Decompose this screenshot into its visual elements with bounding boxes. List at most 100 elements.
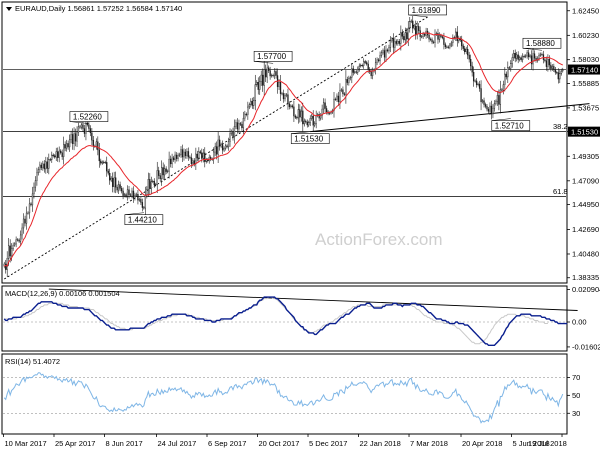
candle-down — [364, 61, 366, 63]
candle-up — [247, 106, 249, 115]
price-annotations: 1.52260 1.44210 1.57700 1.51530 1.61890 1.527… — [69, 4, 562, 225]
candle-up — [168, 158, 170, 172]
candle-down — [175, 154, 178, 159]
candle-down — [299, 109, 301, 118]
candle-down — [440, 35, 442, 37]
candle-down — [193, 160, 196, 164]
candle-down — [100, 160, 102, 164]
candle-down — [468, 54, 470, 60]
candle-down — [46, 161, 48, 169]
candle-down — [456, 31, 458, 42]
price-tick-label: 1.44950 — [572, 200, 599, 209]
candle-down — [169, 158, 172, 165]
candle-up — [328, 112, 331, 114]
candle-down — [342, 89, 344, 94]
candle-down — [282, 93, 285, 100]
candle-down — [486, 106, 488, 110]
candle-up — [164, 168, 166, 176]
price-tick-label: 1.58030 — [572, 55, 599, 64]
candle-up — [45, 161, 47, 170]
candle-down — [109, 173, 111, 181]
candle-down — [74, 133, 77, 142]
candle-down — [501, 89, 503, 91]
candle-down — [9, 245, 11, 257]
candle-up — [8, 245, 10, 259]
candle-down — [443, 37, 445, 45]
candle-up — [340, 89, 343, 91]
candle-up — [376, 59, 378, 63]
candle-down — [366, 62, 368, 65]
candle-up — [322, 102, 325, 110]
candle-down — [5, 263, 7, 270]
candle-down — [18, 239, 20, 242]
candle-down — [129, 194, 132, 196]
macd-tick-label: 0.00 — [572, 318, 587, 327]
candle-down — [97, 141, 99, 151]
candle-down — [54, 155, 56, 158]
annotation-box — [69, 111, 109, 122]
candle-down — [545, 60, 548, 67]
candle-up — [297, 109, 299, 119]
candle-up — [37, 169, 40, 174]
candle-up — [348, 78, 350, 83]
candle-up — [220, 144, 222, 147]
annotation-label: 1.51530 — [294, 134, 323, 143]
candle-up — [311, 115, 313, 119]
candle-up — [156, 170, 158, 185]
candle-up — [281, 93, 283, 95]
candle-up — [315, 115, 317, 124]
candle-up — [63, 144, 65, 157]
candle-up — [227, 141, 230, 148]
candle-up — [409, 21, 411, 29]
candle-down — [520, 57, 522, 60]
candle-up — [195, 153, 197, 164]
candle-up — [39, 164, 41, 170]
candle-up — [25, 212, 28, 224]
candle-up — [452, 37, 454, 44]
candle-down — [428, 34, 430, 40]
candle-down — [470, 59, 472, 67]
candle-down — [398, 41, 401, 44]
annotation-leader — [254, 61, 274, 64]
candle-down — [431, 39, 433, 43]
macd-panel-frame — [1, 285, 568, 352]
candle-up — [11, 248, 13, 257]
candle-down — [306, 121, 308, 126]
rsi-layer — [3, 372, 566, 424]
trendline — [4, 16, 428, 280]
candle-up — [394, 41, 396, 48]
price-tick-label: 1.55885 — [572, 79, 599, 88]
candle-up — [224, 145, 227, 149]
candle-down — [92, 139, 95, 147]
candle-up — [519, 57, 521, 60]
candle-up — [526, 52, 528, 57]
candle-down — [294, 115, 297, 118]
candle-up — [242, 117, 245, 129]
candle-up — [492, 107, 494, 115]
candle-up — [481, 100, 484, 103]
candle-down — [557, 72, 559, 80]
candle-up — [416, 26, 418, 35]
candle-down — [377, 59, 380, 62]
candle-up — [510, 63, 512, 69]
candle-up — [449, 44, 451, 48]
candle-down — [114, 177, 117, 188]
candle-down — [218, 139, 221, 147]
candle-down — [251, 100, 253, 106]
candle-up — [213, 151, 215, 160]
candle-down — [153, 180, 155, 186]
candle-up — [496, 95, 499, 102]
candle-down — [181, 149, 184, 158]
candle-down — [187, 151, 190, 158]
candle-up — [166, 170, 169, 172]
candle-down — [67, 143, 69, 148]
candle-down — [262, 74, 264, 86]
candle-up — [300, 110, 302, 118]
candle-down — [478, 83, 481, 89]
rsi-panel-frame — [1, 353, 568, 435]
candle-down — [550, 64, 552, 69]
candle-up — [339, 90, 341, 103]
macd-title: MACD(12,26,9) 0.00106 0.001504 — [5, 289, 120, 298]
annotation-leader — [291, 131, 311, 134]
macd-layer — [3, 288, 578, 347]
